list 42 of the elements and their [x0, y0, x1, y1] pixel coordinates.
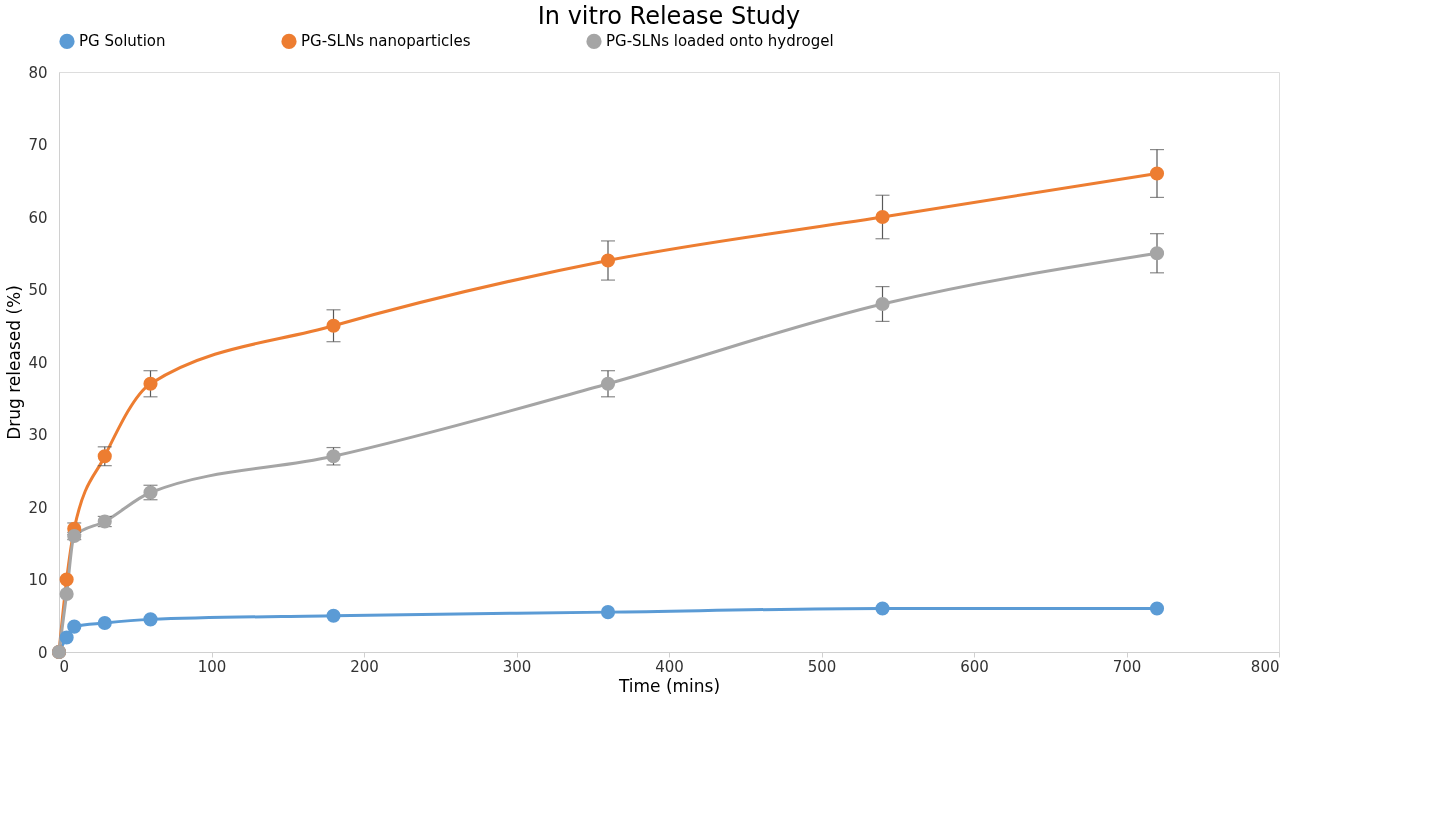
legend-label: PG Solution [79, 32, 166, 51]
point [1149, 246, 1165, 261]
y-tick-label: 80 [28, 63, 48, 82]
point [1149, 166, 1165, 181]
point [59, 630, 74, 645]
x-tick-label: 600 [960, 657, 989, 676]
y-tick-label: 20 [28, 498, 48, 517]
legend-label: PG-SLNs nanoparticles [301, 32, 471, 51]
x-axis-title: Time (mins) [617, 675, 721, 696]
y-axis-title: Drug released (%) [4, 285, 25, 440]
point [875, 296, 890, 312]
x-tick-label: 400 [655, 657, 684, 676]
legend-label: PG-SLNs loaded onto hydrogel [606, 32, 834, 51]
point [875, 209, 890, 225]
point [143, 612, 158, 627]
y-tick-label: 60 [28, 208, 48, 227]
point [600, 253, 616, 268]
point [326, 318, 341, 333]
y-tick-label: 40 [28, 353, 48, 372]
point [59, 586, 74, 602]
x-tick-label: 700 [1112, 657, 1142, 676]
y-tick-label: 70 [28, 136, 48, 154]
y-tick-label: 10 [28, 571, 48, 589]
x-tick-label: 200 [350, 657, 379, 676]
point [67, 619, 82, 634]
point [600, 376, 616, 391]
x-tick-label: 500 [807, 657, 837, 676]
point [875, 601, 890, 616]
x-tick-label: 800 [1250, 657, 1280, 676]
y-tick-label: 50 [28, 281, 48, 299]
point [1149, 601, 1165, 616]
chart-title: In vitro Release Study [537, 2, 801, 30]
point [326, 608, 341, 623]
point [59, 572, 74, 587]
x-tick-label: 100 [197, 657, 227, 676]
point [97, 615, 112, 631]
point [143, 376, 158, 391]
y-tick-label: 30 [28, 426, 48, 444]
point [600, 605, 616, 620]
x-tick-label: 0 [59, 657, 70, 676]
x-tick-label: 300 [502, 657, 532, 676]
y-tick-label: 0 [37, 643, 48, 662]
